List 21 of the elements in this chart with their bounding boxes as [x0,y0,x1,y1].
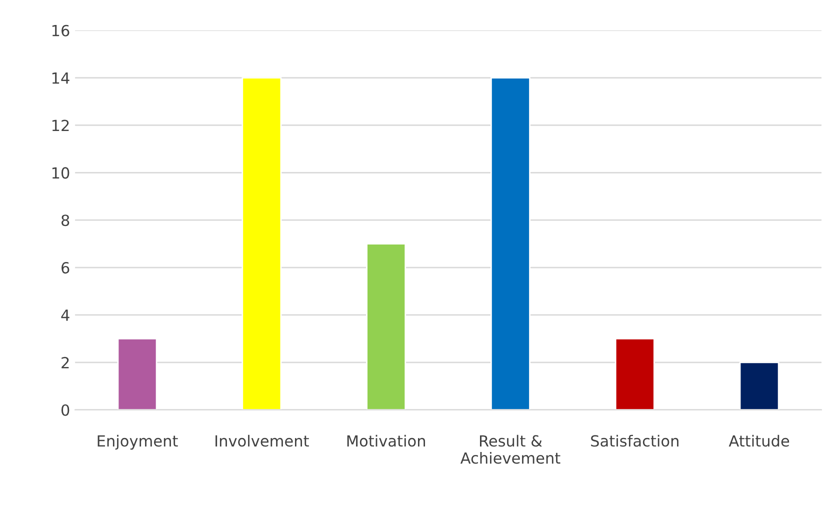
y-tick-label: 6 [62,262,70,274]
y-tick-label: 4 [61,310,70,321]
bar [490,77,530,410]
bar [614,338,655,410]
x-tick-label: Motivation [347,434,425,447]
bar [739,362,780,410]
y-tick-label: 16 [52,24,70,36]
y-tick-label: 10 [52,167,70,179]
x-tick-label: Enjoyment [98,434,178,450]
x-tick-label: Result & Achievement [460,434,560,464]
bar [366,243,406,410]
y-tick-label: 2 [62,356,69,368]
bar [117,338,158,410]
bar [242,77,282,410]
y-tick-label: 14 [52,72,70,84]
x-tick-label: Attitude [728,434,790,447]
y-tick-label: 8 [62,214,70,226]
y-tick-label: 0 [61,404,70,416]
y-tick-label: 12 [52,120,69,132]
x-tick-label: Involvement [216,434,309,447]
x-tick-label: Satisfaction [591,434,678,447]
